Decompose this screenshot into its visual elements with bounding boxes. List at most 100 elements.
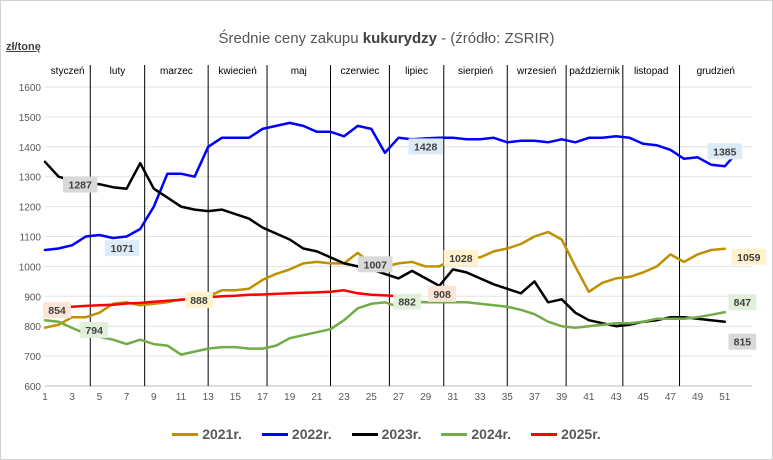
data-label: 1071 bbox=[111, 243, 135, 255]
month-label: sierpień bbox=[458, 66, 493, 77]
data-label: 888 bbox=[190, 295, 208, 307]
legend-swatch bbox=[441, 432, 468, 436]
legend-item: 2022r. bbox=[261, 426, 332, 442]
series-line bbox=[43, 289, 400, 312]
legend-swatch bbox=[172, 432, 199, 436]
data-label-box bbox=[104, 240, 140, 257]
y-tick-label: 900 bbox=[24, 292, 41, 303]
x-tick-label: 7 bbox=[124, 392, 130, 403]
x-tick-label: 13 bbox=[203, 392, 215, 403]
data-label-box bbox=[428, 285, 456, 302]
data-label-box bbox=[393, 293, 421, 310]
data-label-box bbox=[707, 143, 743, 160]
x-tick-label: 51 bbox=[719, 392, 731, 403]
month-label: październik bbox=[569, 66, 621, 77]
legend-item: 2023r. bbox=[351, 426, 422, 442]
legend-item: 2025r. bbox=[531, 426, 601, 442]
y-tick-label: 1400 bbox=[19, 143, 42, 154]
x-tick-label: 43 bbox=[610, 392, 622, 403]
data-label-box bbox=[728, 333, 757, 350]
data-label-box bbox=[408, 138, 443, 155]
chart-legend: 2021r. 2022r. 2023r. 2024r. 2025r. bbox=[0, 426, 773, 442]
y-tick-label: 1300 bbox=[19, 173, 42, 184]
data-label-box bbox=[358, 256, 393, 273]
chart-title: Średnie ceny zakupu kukurydzy - (źródło:… bbox=[0, 30, 773, 47]
x-tick-label: 1 bbox=[42, 392, 48, 403]
legend-swatch bbox=[531, 432, 558, 436]
month-label: kwiecień bbox=[218, 66, 256, 77]
x-tick-label: 17 bbox=[257, 392, 269, 403]
x-tick-label: 39 bbox=[556, 392, 568, 403]
data-label-box bbox=[62, 176, 98, 193]
data-label: 1028 bbox=[449, 253, 473, 265]
data-label: 1428 bbox=[414, 141, 438, 153]
series-line bbox=[43, 160, 727, 328]
series-line bbox=[43, 121, 740, 252]
x-tick-label: 19 bbox=[284, 392, 296, 403]
month-label: listopad bbox=[634, 66, 668, 77]
data-label: 908 bbox=[433, 289, 451, 301]
title-prefix: Średnie ceny zakupu bbox=[218, 30, 363, 47]
x-tick-label: 21 bbox=[311, 392, 323, 403]
legend-label: 2022r. bbox=[291, 426, 332, 442]
x-tick-label: 47 bbox=[665, 392, 677, 403]
month-label: maj bbox=[291, 66, 307, 77]
month-label: marzec bbox=[160, 66, 193, 77]
x-tick-label: 23 bbox=[339, 392, 351, 403]
data-label-box bbox=[443, 250, 479, 267]
month-label: wrzesień bbox=[516, 66, 556, 77]
x-tick-label: 27 bbox=[393, 392, 405, 403]
x-tick-label: 41 bbox=[583, 392, 595, 403]
data-label: 1007 bbox=[364, 259, 388, 271]
data-label-box bbox=[731, 248, 767, 265]
data-label-box bbox=[80, 321, 109, 338]
legend-label: 2021r. bbox=[202, 426, 242, 442]
x-tick-label: 15 bbox=[230, 392, 242, 403]
data-label-box bbox=[185, 291, 213, 308]
legend-swatch bbox=[351, 432, 378, 436]
data-label: 847 bbox=[734, 297, 752, 309]
legend-label: 2024r. bbox=[471, 426, 512, 442]
legend-item: 2021r. bbox=[172, 426, 242, 442]
legend-item: 2024r. bbox=[441, 426, 511, 442]
data-label: 1059 bbox=[737, 252, 761, 264]
y-tick-label: 600 bbox=[24, 382, 41, 393]
x-tick-label: 9 bbox=[151, 392, 157, 403]
month-label: lipiec bbox=[405, 66, 428, 77]
y-tick-label: 1200 bbox=[19, 203, 42, 214]
data-label-box bbox=[43, 302, 71, 319]
data-label: 815 bbox=[734, 337, 752, 349]
legend-swatch bbox=[261, 432, 288, 436]
data-label: 794 bbox=[85, 325, 103, 337]
data-label: 1385 bbox=[713, 146, 737, 158]
y-tick-label: 1600 bbox=[19, 83, 42, 94]
month-label: luty bbox=[110, 66, 126, 77]
data-label-box bbox=[728, 294, 757, 311]
x-tick-label: 31 bbox=[447, 392, 459, 403]
x-tick-label: 25 bbox=[366, 392, 378, 403]
x-tick-label: 35 bbox=[502, 392, 514, 403]
title-suffix: - (źródło: ZSRIR) bbox=[436, 30, 555, 47]
y-tick-label: 700 bbox=[24, 352, 41, 363]
x-tick-label: 29 bbox=[420, 392, 432, 403]
x-tick-label: 37 bbox=[529, 392, 541, 403]
data-label: 882 bbox=[398, 297, 416, 309]
data-label: 854 bbox=[48, 305, 66, 317]
x-tick-label: 11 bbox=[176, 392, 187, 403]
x-tick-label: 49 bbox=[692, 392, 704, 403]
y-tick-label: 1500 bbox=[19, 113, 42, 124]
month-label: styczeń bbox=[51, 66, 85, 77]
title-bold: kukurydzy bbox=[362, 30, 437, 47]
x-tick-label: 5 bbox=[97, 392, 103, 403]
y-tick-label: 1000 bbox=[19, 262, 42, 273]
x-tick-label: 45 bbox=[638, 392, 650, 403]
unit-label: zł/tonę bbox=[6, 41, 41, 53]
y-tick-label: 1100 bbox=[19, 233, 41, 244]
x-tick-label: 33 bbox=[475, 392, 487, 403]
legend-label: 2023r. bbox=[381, 426, 422, 442]
data-label: 1287 bbox=[69, 180, 93, 192]
series-line bbox=[43, 300, 727, 356]
legend-label: 2025r. bbox=[561, 426, 601, 442]
